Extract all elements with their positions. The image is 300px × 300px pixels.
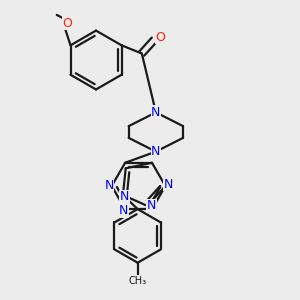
Text: N: N [120,190,129,203]
Text: O: O [155,31,165,44]
Text: N: N [151,145,160,158]
Text: N: N [119,204,128,218]
Text: CH₃: CH₃ [129,276,147,286]
Text: N: N [147,200,156,212]
Text: N: N [104,179,114,193]
Text: N: N [151,106,160,119]
Text: N: N [164,178,173,191]
Text: O: O [62,16,72,30]
